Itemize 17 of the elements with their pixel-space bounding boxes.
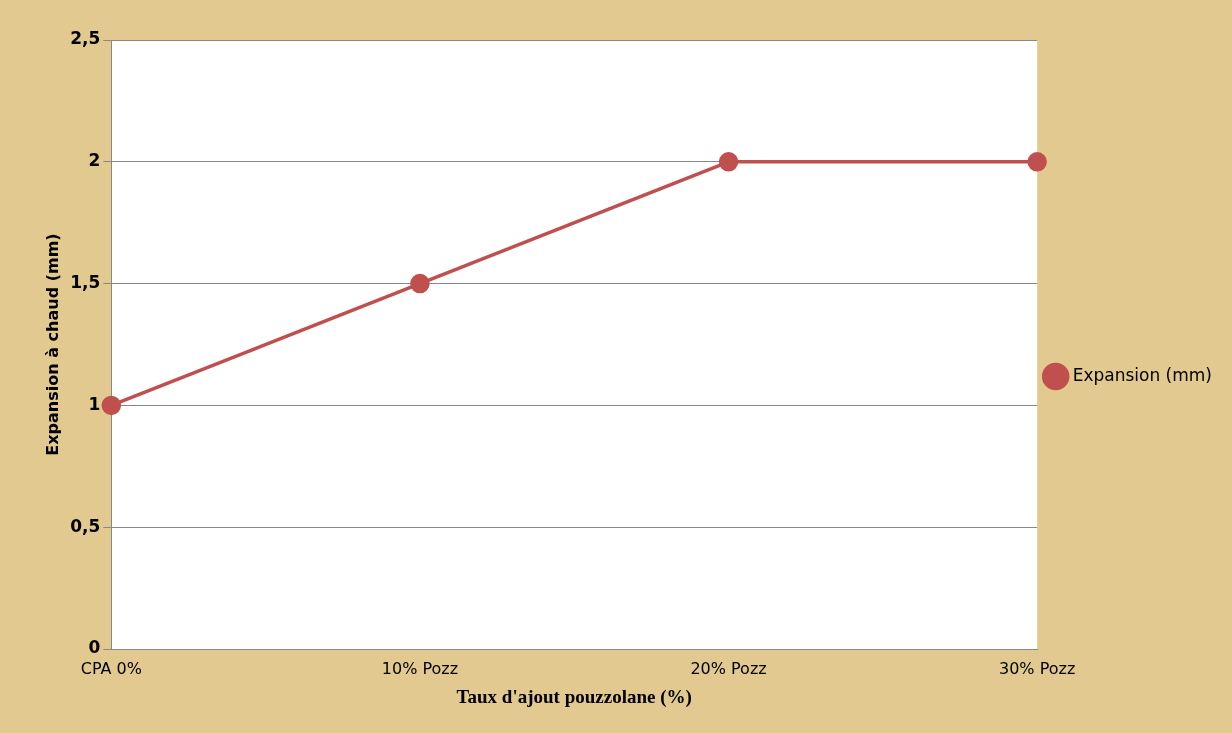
point bbox=[101, 395, 122, 416]
point bbox=[718, 152, 739, 172]
y-tick-label: 0 bbox=[88, 637, 101, 658]
x-tick-label: CPA 0% bbox=[80, 658, 142, 678]
x-tick-label: 10% Pozz bbox=[381, 658, 459, 678]
point bbox=[1027, 152, 1047, 172]
y-tick-label: 1 bbox=[88, 393, 101, 414]
y-tick-label: 2,5 bbox=[70, 28, 101, 49]
x-axis-title: Taux d'ajout pouzzolane (%) bbox=[456, 685, 692, 708]
x-tick-label: 20% Pozz bbox=[690, 658, 767, 678]
x-tick-label: 30% Pozz bbox=[999, 658, 1076, 678]
y-tick-label: 1,5 bbox=[70, 272, 101, 293]
y-tick-label: 2 bbox=[88, 150, 101, 171]
y-axis-title: Expansion à chaud (mm) bbox=[42, 233, 62, 456]
y-tick-label: 0,5 bbox=[70, 515, 101, 536]
legend-label: Expansion (mm) bbox=[1072, 364, 1213, 385]
point bbox=[410, 273, 430, 294]
